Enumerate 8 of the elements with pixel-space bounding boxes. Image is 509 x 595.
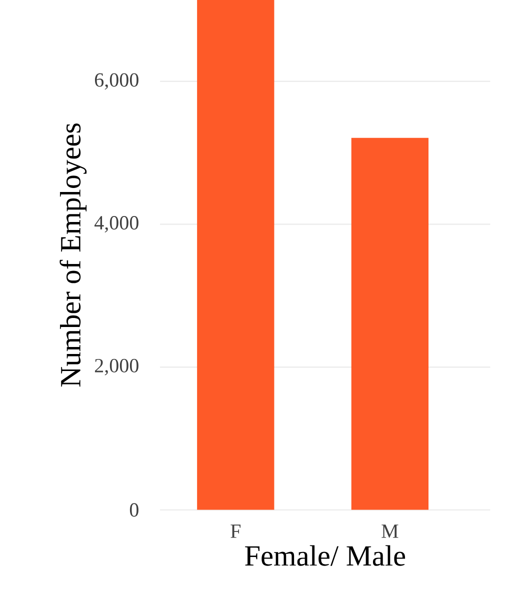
- y-tick-label: 2,000: [95, 358, 139, 376]
- y-axis-title: Number of Employees: [60, 123, 87, 387]
- y-tick-label: 0: [130, 503, 139, 517]
- x-axis-title: Female/ Male: [245, 545, 406, 566]
- y-tick-label: 4,000: [94, 216, 139, 232]
- x-tick-label: M: [382, 524, 398, 538]
- x-tick-label: F: [230, 524, 241, 538]
- y-tick-label: 6,000: [95, 73, 139, 90]
